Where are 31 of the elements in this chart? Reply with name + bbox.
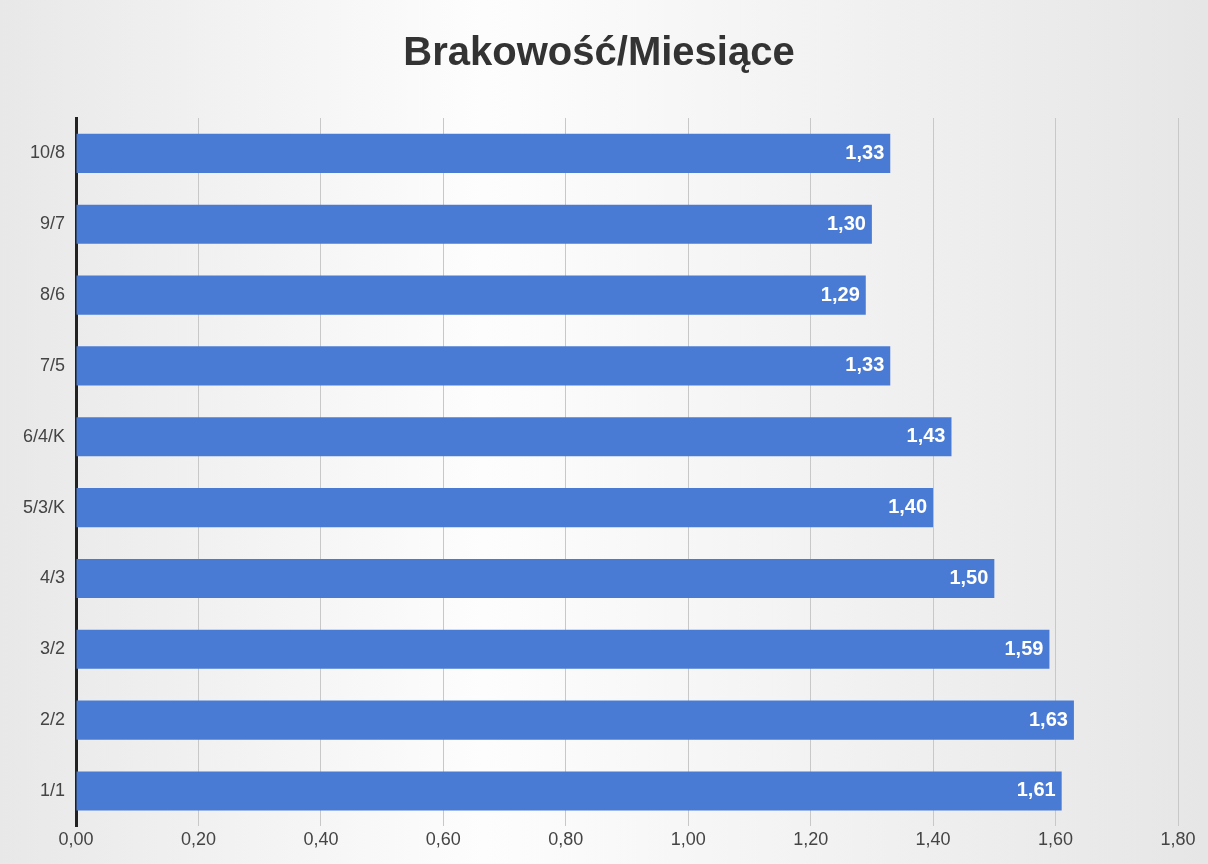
x-tick-label: 0,80: [548, 829, 584, 850]
data-label: 1,30: [826, 211, 866, 234]
x-tick-label: 0,40: [303, 829, 339, 850]
data-label: 1,33: [845, 353, 885, 376]
y-tick-label: 7/5: [40, 354, 66, 375]
x-tick-label: 1,00: [670, 829, 706, 850]
x-tick-label: 0,00: [58, 829, 94, 850]
data-label: 1,33: [845, 140, 885, 163]
chart-title: Brakowość/Miesiące: [403, 29, 795, 74]
y-tick-label: 10/8: [29, 142, 66, 163]
data-label: 1,61: [1016, 778, 1056, 801]
y-tick-label: 4/3: [40, 567, 66, 588]
x-tick-label: 0,20: [180, 829, 216, 850]
x-tick-label: 0,60: [425, 829, 461, 850]
y-tick-label: 3/2: [40, 638, 66, 659]
y-tick-label: 8/6: [40, 284, 66, 305]
data-label: 1,50: [949, 565, 989, 588]
x-tick-label: 1,40: [915, 829, 951, 850]
x-tick-label: 1,20: [793, 829, 829, 850]
data-label: 1,29: [820, 282, 860, 305]
x-tick-label: 1,60: [1038, 829, 1074, 850]
data-label: 1,63: [1028, 707, 1068, 730]
y-tick-label: 2/2: [40, 709, 66, 730]
y-tick-label: 5/3/K: [23, 496, 66, 517]
y-tick-label: 6/4/K: [23, 425, 66, 446]
data-label: 1,43: [906, 424, 946, 447]
x-tick-label: 1,80: [1160, 829, 1196, 850]
data-label: 1,59: [1004, 636, 1044, 659]
y-tick-label: 9/7: [40, 213, 66, 234]
y-tick-label: 1/1: [40, 779, 66, 800]
data-label: 1,40: [888, 495, 928, 518]
